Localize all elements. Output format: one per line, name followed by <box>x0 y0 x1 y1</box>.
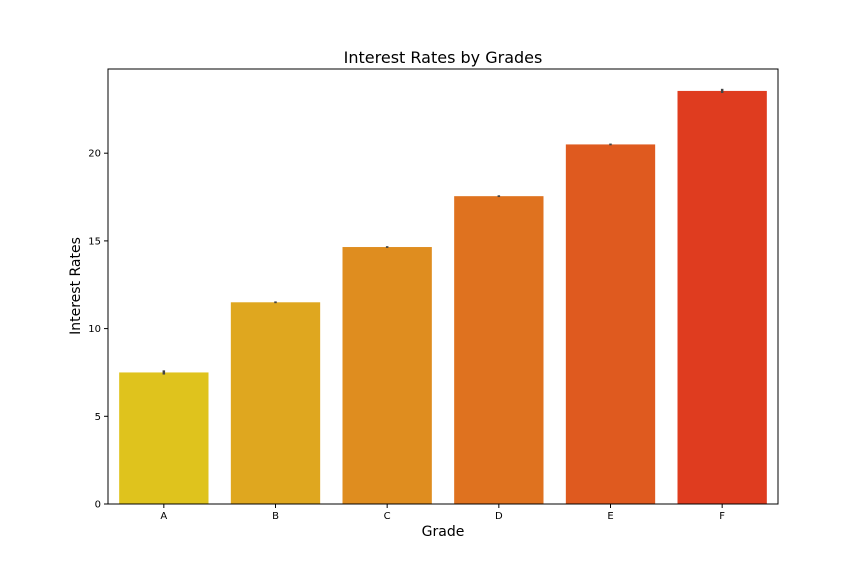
y-axis-ticks: 0 5 10 15 20 <box>88 149 108 511</box>
bar-B <box>230 302 321 504</box>
bar-D <box>454 196 544 504</box>
x-axis-ticks: A B C D E F <box>160 504 725 522</box>
x-axis-title: Grade <box>422 524 465 540</box>
x-tick-label: D <box>495 511 503 522</box>
bar-F <box>677 90 767 504</box>
plot-frame <box>107 68 779 505</box>
y-tick-label: 15 <box>88 236 101 247</box>
error-bars-group <box>162 88 724 375</box>
chart-title: Interest Rates by Grades <box>344 48 543 67</box>
x-tick-label: C <box>384 511 391 522</box>
y-axis-title: Interest Rates <box>68 237 84 335</box>
y-tick-label: 20 <box>88 149 101 160</box>
bars-group <box>119 90 767 504</box>
x-tick-label: B <box>272 511 279 522</box>
x-tick-label: E <box>607 511 613 522</box>
y-tick-label: 10 <box>88 324 101 335</box>
x-tick-label: F <box>719 511 725 522</box>
x-tick-label: A <box>160 511 167 522</box>
bar-E <box>565 144 656 504</box>
y-tick-label: 5 <box>95 412 101 423</box>
bar-C <box>342 247 432 504</box>
y-tick-label: 0 <box>95 500 101 511</box>
bar-A <box>119 372 209 504</box>
